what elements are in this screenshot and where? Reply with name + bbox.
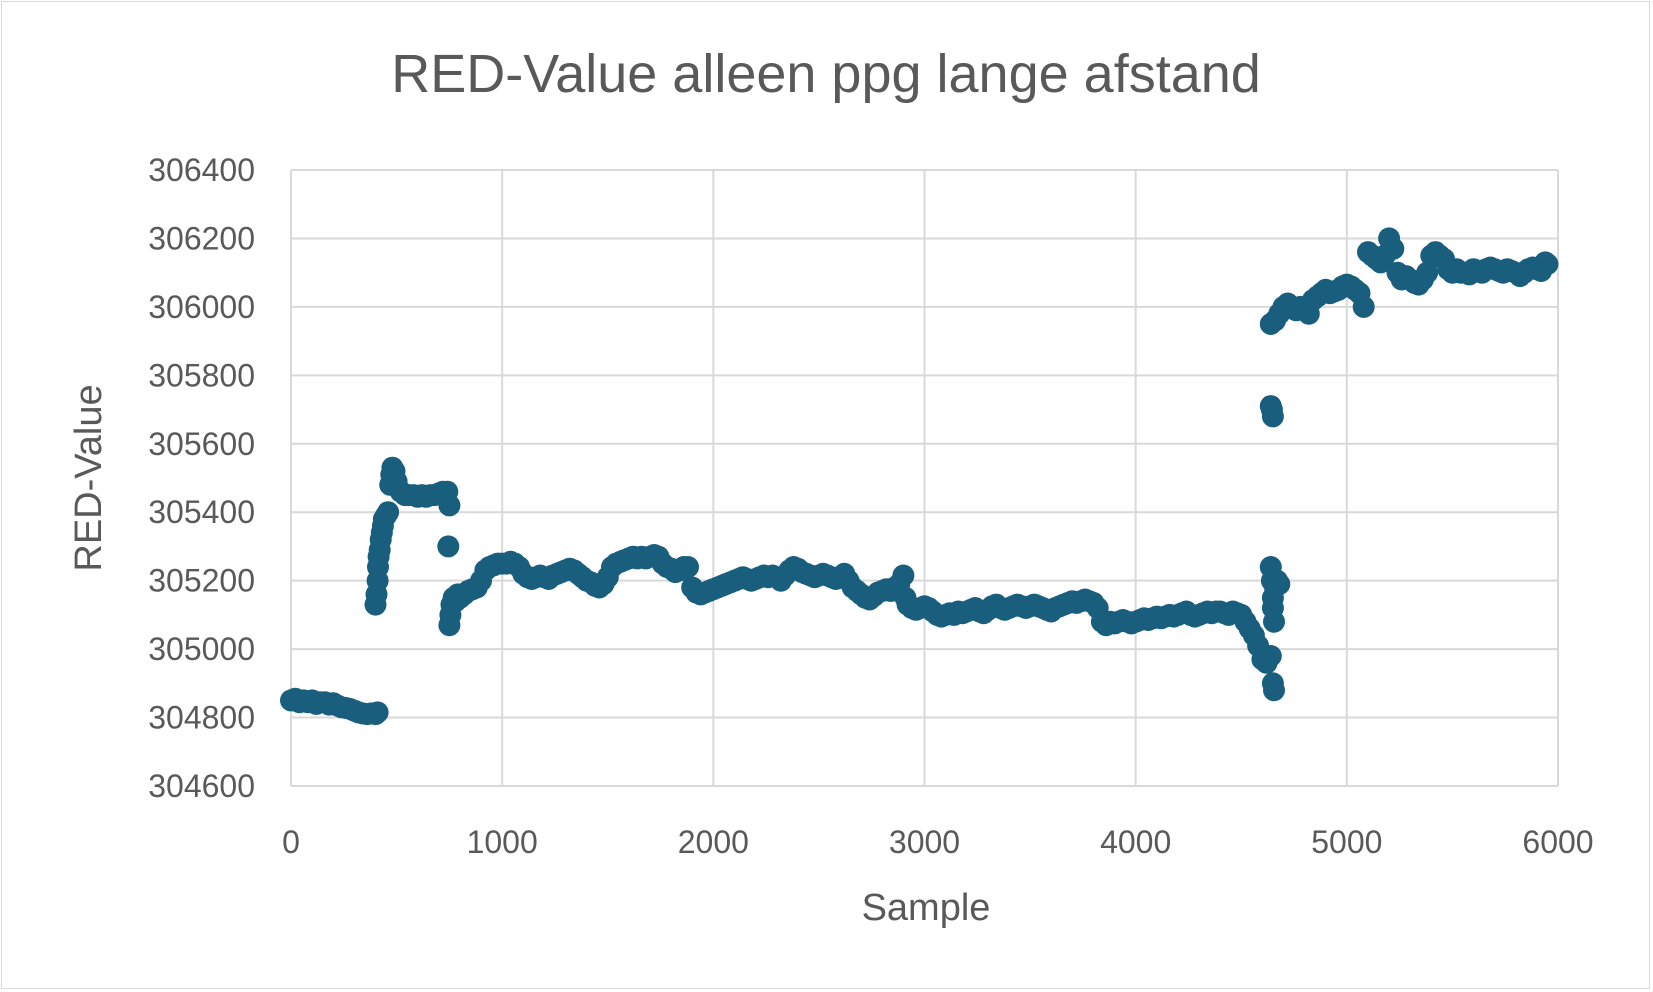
y-tick-label: 306400 (148, 152, 255, 188)
data-point (1263, 610, 1285, 633)
data-point (366, 701, 389, 724)
data-points (280, 227, 1559, 726)
y-tick-label: 305000 (148, 631, 255, 667)
data-point (1260, 398, 1283, 421)
y-tick-label: 305600 (148, 426, 255, 462)
data-point (1382, 237, 1405, 260)
y-tick-label: 306000 (148, 289, 255, 325)
data-point (677, 556, 699, 578)
data-point (1352, 295, 1375, 318)
x-tick-label: 5000 (1311, 824, 1382, 860)
y-tick-label: 304800 (148, 700, 255, 736)
data-point (1536, 253, 1559, 276)
chart-title: RED-Value alleen ppg lange afstand (391, 44, 1261, 104)
x-tick-label: 6000 (1522, 824, 1593, 860)
data-point (1259, 645, 1282, 667)
data-point (892, 564, 915, 587)
y-tick-label: 305200 (148, 563, 255, 599)
data-point (1263, 679, 1285, 702)
y-tick-label: 304600 (148, 768, 255, 804)
x-tick-label: 2000 (678, 824, 749, 860)
data-point (1268, 573, 1291, 596)
x-tick-label: 4000 (1100, 824, 1171, 860)
x-axis-ticks: 0 1000 2000 3000 4000 5000 6000 (282, 824, 1593, 860)
x-tick-label: 3000 (889, 824, 960, 860)
data-point (1416, 261, 1439, 284)
x-tick-label: 1000 (467, 824, 538, 860)
y-tick-label: 305800 (148, 357, 255, 393)
data-point (438, 494, 461, 517)
gridlines (290, 169, 1559, 787)
x-axis-title: Sample (862, 887, 991, 929)
data-point (437, 535, 460, 558)
x-tick-label: 0 (282, 824, 300, 860)
y-axis-title: RED-Value (68, 384, 110, 571)
y-tick-label: 305400 (148, 494, 255, 530)
data-point (377, 501, 400, 524)
y-tick-label: 306200 (148, 220, 255, 256)
y-axis-ticks: 304600 304800 305000 305200 305400 305600 3058… (148, 152, 255, 804)
